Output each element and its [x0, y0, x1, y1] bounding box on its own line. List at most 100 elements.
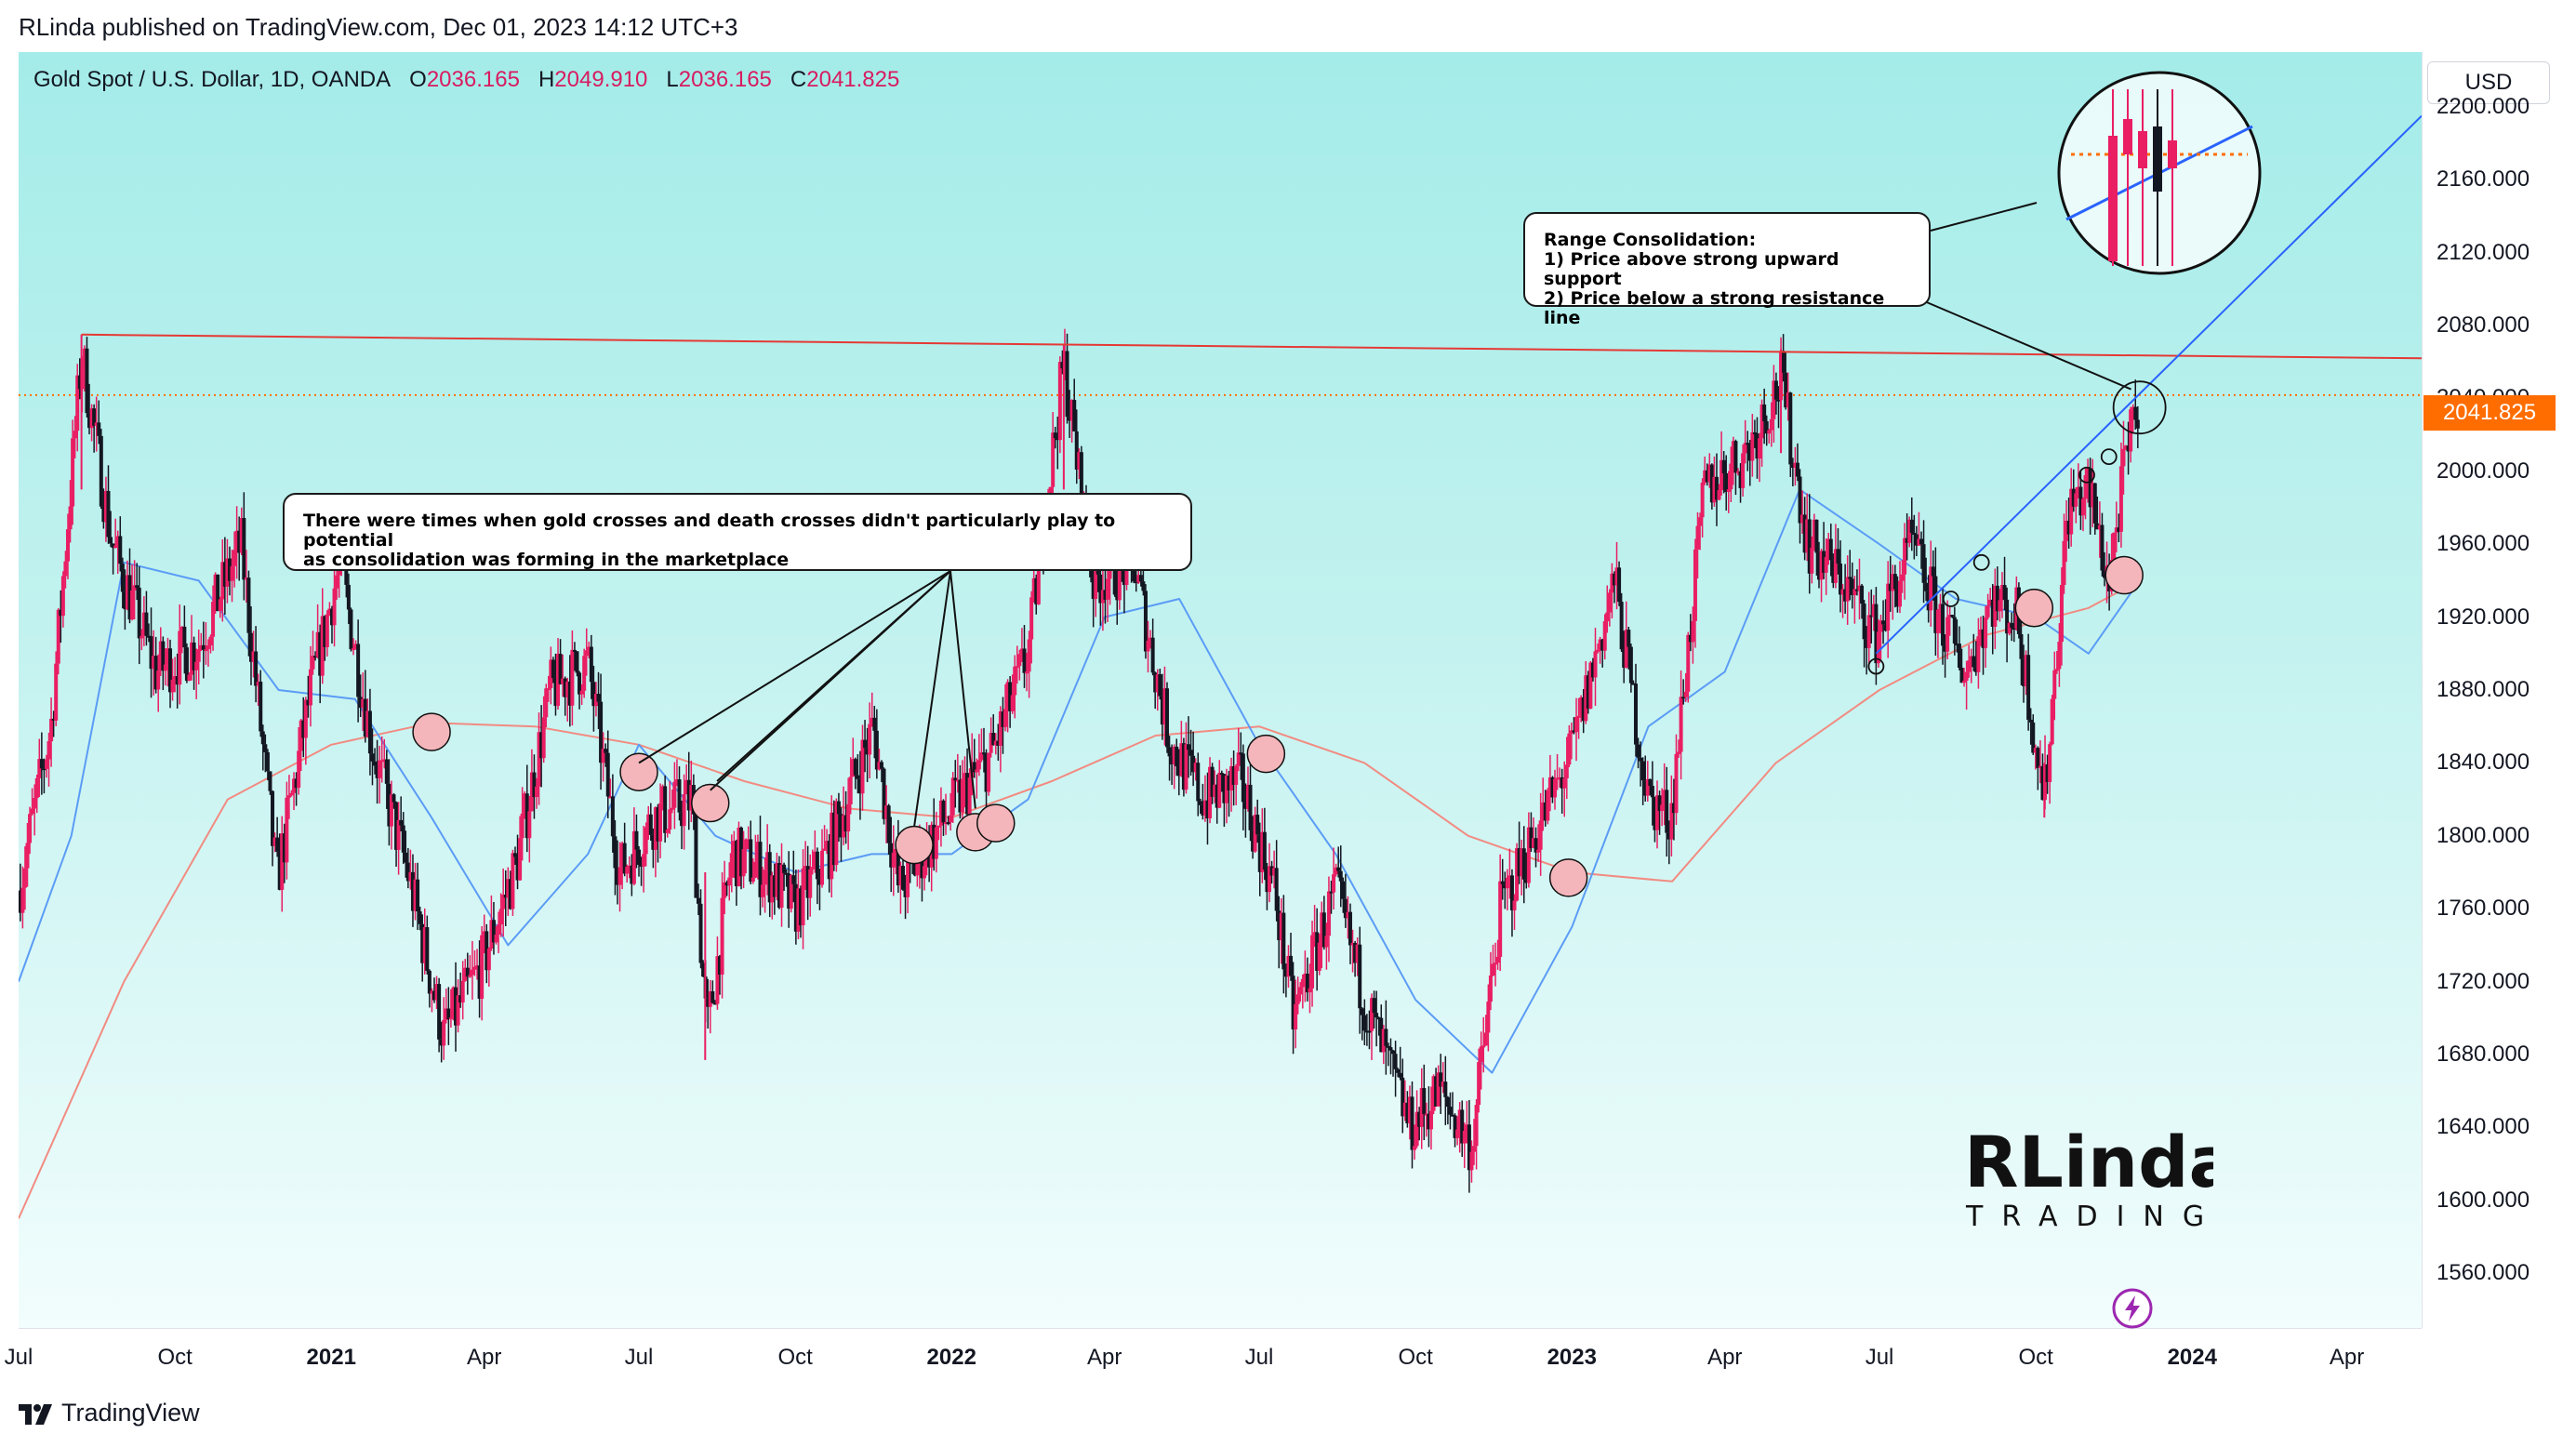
price-candle-body	[1538, 820, 1543, 850]
price-candle-body	[2062, 540, 2066, 585]
price-candle-body	[1712, 476, 1717, 503]
price-candle-body	[1372, 998, 1376, 1014]
price-candle-body	[753, 861, 758, 878]
price-candle-body	[1402, 1102, 1407, 1117]
price-candle-body	[349, 609, 353, 650]
price-candle-body	[265, 751, 270, 772]
price-candle-body	[2126, 445, 2131, 452]
price-candle-body	[1419, 1088, 1424, 1127]
price-candle-body	[1959, 668, 1964, 684]
price-candle-body	[1736, 471, 1741, 473]
price-candle-body	[1141, 581, 1146, 591]
price-candle-body	[1376, 1017, 1381, 1020]
price-candle-body	[163, 664, 167, 671]
price-candle-body	[2036, 748, 2040, 768]
price-candle-body	[749, 839, 753, 883]
price-candle-body	[306, 699, 311, 706]
open-value: 2036.165	[426, 67, 520, 92]
price-candle-body	[1521, 848, 1526, 880]
x-tick-label: 2024	[2167, 1345, 2217, 1370]
price-candle-body	[1586, 675, 1590, 710]
price-candle-body	[77, 375, 82, 390]
price-candle-body	[949, 815, 953, 823]
price-candle-body	[1360, 1008, 1364, 1016]
price-candle-body	[1569, 730, 1573, 734]
price-candle-body	[42, 768, 46, 771]
price-candle-body	[2088, 468, 2092, 508]
price-candle-body	[1053, 432, 1057, 439]
footer-brand-text: TradingView	[61, 1399, 200, 1427]
cross-marker-circle	[976, 803, 1016, 843]
price-candle-body	[166, 648, 170, 665]
price-candle-body	[356, 644, 361, 697]
price-candle-body	[1184, 744, 1188, 790]
price-candle-body	[2117, 527, 2121, 532]
price-candle-body	[1150, 637, 1155, 673]
price-candle-body	[149, 636, 153, 670]
price-candle-body	[352, 648, 356, 651]
price-candle-body	[2095, 523, 2100, 530]
price-chart[interactable]	[19, 52, 2422, 1328]
price-candle-body	[1262, 831, 1267, 870]
price-candle-body	[1229, 766, 1234, 791]
price-candle-body	[1964, 671, 1969, 682]
price-candle-body	[308, 669, 312, 706]
price-candle-body	[1671, 803, 1676, 814]
price-candle-body	[1500, 881, 1505, 884]
price-candle-body	[25, 843, 30, 869]
price-candle-body	[1441, 1082, 1445, 1087]
price-candle-body	[1057, 362, 1062, 441]
price-candle-body	[1334, 867, 1338, 875]
price-candle-body	[1460, 1109, 1465, 1144]
price-candle-body	[1469, 1151, 1474, 1171]
price-candle-body	[1909, 519, 1914, 534]
support-touch-marker	[2112, 380, 2167, 435]
price-candle-body	[60, 576, 65, 617]
chart-plot-area[interactable]	[19, 52, 2422, 1328]
price-candle-body	[327, 608, 332, 615]
y-tick-label: 2160.000	[2437, 166, 2530, 192]
y-tick-label: 1720.000	[2437, 968, 2530, 994]
time-axis[interactable]	[19, 1328, 2422, 1383]
callout-pointer-line	[638, 570, 951, 764]
lightning-icon[interactable]	[2111, 1287, 2154, 1330]
price-candle-body	[1998, 600, 2002, 612]
price-candle-body	[28, 814, 33, 843]
price-candle-body	[1602, 621, 1607, 651]
price-candle-body	[1060, 362, 1065, 369]
price-candle-body	[1450, 1114, 1454, 1117]
price-candle-body	[570, 649, 575, 706]
callout-pointer-line	[1915, 297, 2131, 391]
price-candle-body	[242, 517, 246, 580]
callout-pointer-line	[913, 570, 951, 828]
price-candle-body	[1929, 566, 1933, 611]
currency-button[interactable]: USD	[2427, 61, 2550, 104]
price-candle-body	[1860, 585, 1865, 604]
price-candle-body	[1019, 648, 1024, 655]
price-candle-body	[49, 718, 54, 742]
price-candle-body	[1362, 1015, 1367, 1031]
price-candle-body	[1657, 795, 1662, 812]
price-candle-body	[803, 866, 808, 869]
price-candle-body	[784, 872, 789, 875]
price-candle-body	[1483, 1032, 1488, 1046]
price-candle-body	[246, 577, 251, 633]
price-candle-body	[1931, 566, 1935, 577]
price-candle-body	[798, 888, 803, 925]
price-candle-body	[729, 853, 734, 878]
slow-moving-average-line	[19, 579, 2141, 1219]
price-candle-body	[1662, 790, 1666, 805]
price-candle-body	[22, 868, 27, 888]
price-candle-body	[874, 730, 879, 770]
price-candle-body	[1839, 564, 1843, 595]
price-candle-body	[2102, 570, 2106, 578]
price-candle-body	[1531, 838, 1535, 848]
x-tick-label: Oct	[1398, 1345, 1433, 1370]
price-axis[interactable]	[2422, 52, 2576, 1328]
price-candle-body	[2012, 628, 2016, 631]
fast-moving-average-line	[19, 488, 2141, 1074]
price-candle-body	[458, 995, 463, 1003]
price-candle-body	[1752, 431, 1757, 434]
price-candle-body	[1614, 567, 1619, 586]
price-candle-body	[1814, 519, 1819, 553]
